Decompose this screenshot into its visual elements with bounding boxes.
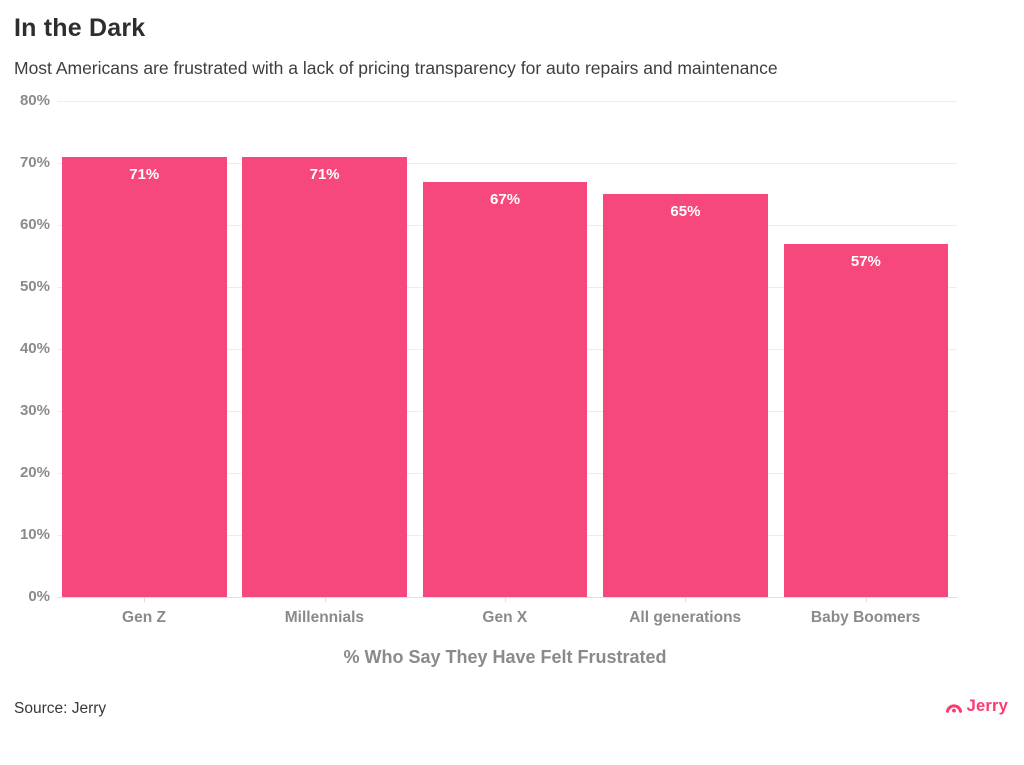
bar-millennials: 71% xyxy=(242,156,407,597)
bar-value-label: 65% xyxy=(670,203,701,220)
y-tick-label: 40% xyxy=(19,340,50,357)
chart-subtitle: Most Americans are frustrated with a lac… xyxy=(14,58,778,78)
y-tick-label: 0% xyxy=(28,588,50,605)
bar-gen-x: 67% xyxy=(422,181,588,597)
x-tick-label: Baby Boomers xyxy=(810,609,921,626)
x-tick-mark xyxy=(144,597,146,602)
bar-value-label: 71% xyxy=(309,165,340,183)
source-note: Source: Jerry xyxy=(14,700,107,717)
y-tick-label: 30% xyxy=(19,402,50,419)
chart-title: In the Dark xyxy=(14,14,146,42)
gridline xyxy=(57,163,957,164)
bar-gen-z: 71% xyxy=(62,156,227,597)
x-axis-baseline xyxy=(57,597,957,598)
x-tick-mark xyxy=(505,597,507,602)
y-tick-label: 50% xyxy=(19,278,50,295)
bar-all-generations: 65% xyxy=(603,194,768,597)
bar-baby-boomers: 57% xyxy=(783,243,949,597)
x-tick-label: All generations xyxy=(629,609,742,626)
bar-value-label: 71% xyxy=(129,165,160,183)
brand-wordmark: Jerry xyxy=(966,697,1008,715)
y-tick-label: 80% xyxy=(19,92,50,109)
x-tick-mark xyxy=(865,597,867,602)
bar-value-label: 57% xyxy=(850,252,881,270)
x-tick-label: Millennials xyxy=(284,609,365,626)
y-tick-label: 70% xyxy=(19,154,50,171)
gridline xyxy=(57,101,957,102)
x-tick-label: Gen Z xyxy=(122,609,166,626)
y-tick-label: 60% xyxy=(19,216,50,233)
x-tick-label: Gen X xyxy=(482,609,528,626)
brand-logo: Jerry xyxy=(945,697,1008,716)
y-tick-label: 10% xyxy=(19,526,50,543)
jerry-arc-icon xyxy=(945,699,963,714)
x-axis-title: % Who Say They Have Felt Frustrated xyxy=(343,647,667,667)
x-tick-mark xyxy=(324,597,326,602)
y-tick-label: 20% xyxy=(19,464,50,481)
plot-area: % Who Say They Have Felt Frustrated 0% 10… xyxy=(20,92,957,667)
bar-value-label: 67% xyxy=(490,190,521,208)
x-tick-mark xyxy=(685,597,687,602)
